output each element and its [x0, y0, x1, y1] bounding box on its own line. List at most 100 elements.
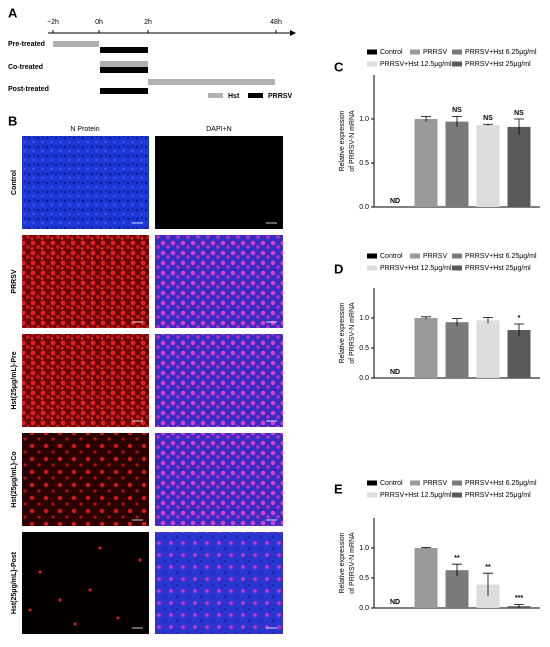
timeline-tick-label: 48h — [270, 19, 282, 26]
timeline-tick-label: 2h — [144, 19, 152, 26]
y-axis-label: Relative expression — [339, 110, 346, 171]
row-label: PRRSV — [11, 269, 18, 293]
cell-spot — [88, 588, 92, 592]
microscopy-image — [22, 433, 149, 526]
significance-label: ND — [390, 198, 400, 205]
legend-swatch — [452, 49, 462, 55]
error-bar — [452, 563, 462, 577]
legend-swatch — [452, 61, 462, 67]
panel-letter: D — [334, 261, 343, 276]
y-tick-label: 1.0 — [359, 545, 369, 552]
legend-label: PRRSV — [423, 480, 447, 487]
y-tick-label: 0.5 — [359, 575, 369, 582]
treatment-bar — [100, 88, 148, 94]
error-bar — [452, 115, 462, 127]
panel-letter: C — [334, 59, 344, 74]
legend-swatch — [367, 61, 377, 67]
row-label: Hst(25μg/mL)-Post — [11, 551, 18, 614]
treatment-bar — [100, 47, 148, 53]
legend-swatch — [452, 253, 462, 259]
bar — [414, 318, 438, 378]
treatment-bar — [53, 41, 99, 47]
significance-label: * — [518, 315, 521, 322]
cell-spot — [116, 616, 120, 620]
error-bar — [514, 604, 524, 608]
significance-label: ** — [454, 555, 460, 562]
y-tick-label: 0.5 — [359, 160, 369, 167]
legend-label: Control — [380, 49, 403, 56]
legend-label: PRRSV+Hst 6.25μg/ml — [465, 480, 537, 487]
timeline-arrow — [290, 30, 296, 36]
column-header: DAPI+N — [206, 126, 231, 133]
significance-label: NS — [452, 107, 462, 114]
bar — [507, 330, 531, 378]
cell-spot — [58, 598, 62, 602]
significance-label: NS — [483, 115, 493, 122]
error-bar — [421, 547, 431, 549]
legend-swatch — [367, 480, 377, 486]
legend-label: PRRSV — [423, 253, 447, 260]
legend-label: Control — [380, 253, 403, 260]
y-tick-label: 0.0 — [359, 605, 369, 612]
microscopy-image — [155, 433, 283, 526]
legend-swatch — [452, 265, 462, 271]
bar — [476, 125, 500, 207]
panel-letter: B — [8, 113, 17, 128]
cell-spot — [73, 622, 77, 626]
y-tick-label: 0.0 — [359, 375, 369, 382]
microscopy-image — [155, 235, 283, 328]
error-bar — [483, 123, 493, 127]
cell-spot — [138, 558, 142, 562]
legend-swatch — [367, 49, 377, 55]
panel-letter: A — [8, 5, 18, 20]
significance-label: ND — [390, 369, 400, 376]
legend-label: Control — [380, 480, 403, 487]
y-axis-label: of PRRSV-N mRNA — [349, 110, 356, 172]
timeline-row-label: Co-treated — [8, 64, 43, 71]
legend-label: PRRSV+Hst 25μg/ml — [465, 61, 531, 68]
error-bar — [514, 323, 524, 336]
microscopy-image — [22, 532, 149, 634]
cell-spot — [28, 608, 32, 612]
legend-swatch — [367, 265, 377, 271]
error-bar — [514, 118, 524, 135]
bar — [476, 584, 500, 608]
panel-letter: E — [334, 481, 343, 496]
legend-label: PRRSV+Hst 25μg/ml — [465, 265, 531, 272]
legend-swatch — [248, 93, 263, 98]
legend-label: PRRSV — [423, 49, 447, 56]
bar — [445, 570, 469, 608]
bar — [414, 548, 438, 608]
timeline-tick-label: −2h — [47, 19, 59, 26]
legend-label: PRRSV+Hst 6.25μg/ml — [465, 253, 537, 260]
y-axis-label: Relative expression — [339, 302, 346, 363]
legend-label: Hst — [228, 93, 240, 100]
legend-swatch — [367, 492, 377, 498]
y-tick-label: 0.5 — [359, 345, 369, 352]
y-axis-label: of PRRSV-N mRNA — [349, 532, 356, 594]
cell-spot — [38, 570, 42, 574]
legend-swatch — [367, 253, 377, 259]
error-bar — [421, 115, 431, 122]
microscopy-image — [22, 235, 149, 328]
y-tick-label: 1.0 — [359, 116, 369, 123]
y-axis-label: Relative expression — [339, 532, 346, 593]
microscopy-image — [155, 532, 283, 634]
significance-label: *** — [515, 595, 523, 602]
microscopy-image — [22, 334, 149, 427]
timeline-tick-label: 0h — [95, 19, 103, 26]
legend-label: PRRSV+Hst 12.5μg/ml — [380, 61, 452, 68]
error-bar — [483, 317, 493, 324]
treatment-bar — [100, 61, 148, 67]
significance-label: ND — [390, 599, 400, 606]
error-bar — [483, 572, 493, 596]
legend-swatch — [208, 93, 223, 98]
treatment-bar — [100, 67, 148, 73]
column-header: N Protein — [70, 126, 99, 133]
y-tick-label: 1.0 — [359, 315, 369, 322]
bar — [414, 119, 438, 207]
microscopy-image — [155, 136, 283, 229]
timeline-row-label: Post-treated — [8, 86, 49, 93]
